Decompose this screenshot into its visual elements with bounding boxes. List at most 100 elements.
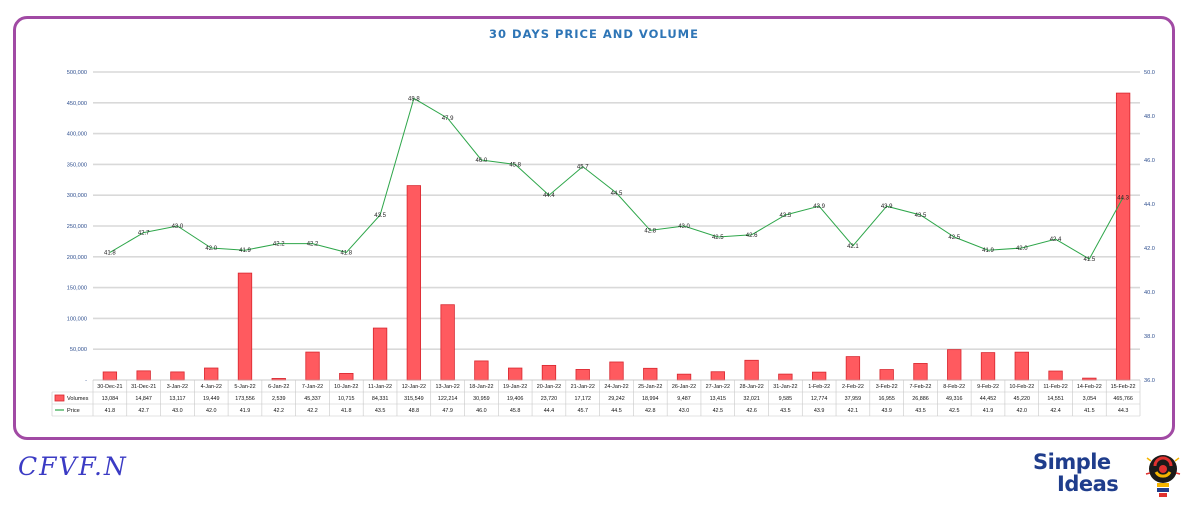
category-label: 5-Jan-22 <box>234 384 255 390</box>
price-data-label: 41.9 <box>239 248 251 254</box>
volume-table-cell: 37,959 <box>845 396 862 402</box>
left-tick-label: 100,000 <box>67 316 87 322</box>
volume-table-cell: 19,406 <box>507 396 524 402</box>
category-label: 14-Feb-22 <box>1077 384 1102 390</box>
volume-bar <box>643 367 658 381</box>
price-table-cell: 43.9 <box>881 408 892 414</box>
price-data-label: 42.5 <box>712 235 724 241</box>
price-data-label: 42.7 <box>138 231 150 237</box>
price-data-label: 45.8 <box>509 162 521 168</box>
volume-table-cell: 16,955 <box>878 396 895 402</box>
right-tick-label: 46.0 <box>1144 158 1155 164</box>
price-table-cell: 43.5 <box>375 408 386 414</box>
data-table: 30-Dec-21 13,084 41.8 31-Dec-21 14,847 42.7 3-… <box>51 379 1141 417</box>
left-axis: - 50,000 100,000 150,000 200,000 250,000 300,0… <box>67 70 87 384</box>
volume-table-cell: 49,316 <box>946 396 963 402</box>
price-table-cell: 42.8 <box>645 408 656 414</box>
category-label: 26-Jan-22 <box>672 384 696 390</box>
category-label: 28-Jan-22 <box>739 384 763 390</box>
volume-bar <box>170 371 185 381</box>
volume-table-cell: 45,337 <box>304 396 321 402</box>
category-label: 9-Feb-22 <box>977 384 999 390</box>
category-label: 11-Jan-22 <box>368 384 392 390</box>
left-tick-label: 150,000 <box>67 286 87 292</box>
chart-title: 30 DAYS PRICE AND VOLUME <box>489 27 699 41</box>
volume-bar <box>1048 370 1063 381</box>
category-label: 2-Feb-22 <box>842 384 864 390</box>
volume-bar <box>541 364 557 381</box>
price-data-label: 48.8 <box>408 96 420 102</box>
price-table-cell: 41.9 <box>983 408 994 414</box>
volume-table-cell: 17,172 <box>574 396 591 402</box>
price-table-cell: 42.5 <box>949 408 960 414</box>
price-data-label: 45.7 <box>577 165 589 171</box>
volume-bar <box>102 371 118 381</box>
price-data-label: 41.8 <box>104 250 116 256</box>
volume-table-cell: 465,766 <box>1113 396 1133 402</box>
category-label: 1-Feb-22 <box>808 384 830 390</box>
right-tick-label: 48.0 <box>1144 114 1155 120</box>
category-label: 4-Jan-22 <box>201 384 222 390</box>
volume-bar <box>305 351 320 381</box>
price-data-label: 41.9 <box>982 248 994 254</box>
volume-table-cell: 18,994 <box>642 396 659 402</box>
volume-table-cell: 122,214 <box>438 396 458 402</box>
left-tick-label: 300,000 <box>67 193 87 199</box>
price-table-cell: 42.2 <box>307 408 318 414</box>
price-table-cell: 43.0 <box>679 408 690 414</box>
volume-bar <box>1115 92 1131 381</box>
price-table-cell: 42.1 <box>848 408 859 414</box>
category-label: 20-Jan-22 <box>537 384 561 390</box>
price-table-cell: 44.5 <box>611 408 622 414</box>
price-line <box>109 97 1124 260</box>
category-label: 7-Feb-22 <box>910 384 932 390</box>
price-labels: 41.8 42.7 43.0 42.0 41.9 42.2 42.2 41.8 43.5 48.8… <box>104 96 1130 263</box>
price-data-label: 42.0 <box>205 246 217 252</box>
right-axis: 36.0 38.0 40.0 42.0 44.0 46.0 48.0 50.0 <box>1144 70 1155 384</box>
price-table-cell: 41.8 <box>105 408 116 414</box>
volume-table-cell: 13,084 <box>102 396 119 402</box>
volume-bar <box>440 304 455 381</box>
price-table-cell: 43.5 <box>780 408 791 414</box>
volume-table-cell: 14,847 <box>135 396 152 402</box>
price-data-label: 47.9 <box>442 116 454 122</box>
price-data-label: 43.5 <box>374 213 386 219</box>
category-label: 18-Jan-22 <box>469 384 493 390</box>
volume-table-cell: 84,331 <box>372 396 389 402</box>
volume-bar <box>237 272 253 381</box>
price-table-cell: 42.0 <box>1017 408 1027 414</box>
volume-table-cell: 173,556 <box>235 396 255 402</box>
price-data-label: 46.0 <box>476 158 488 164</box>
price-table-cell: 42.2 <box>274 408 285 414</box>
ticker-brand: CFVF.N <box>18 452 128 481</box>
price-data-label: 44.5 <box>611 191 623 197</box>
price-data-label: 42.5 <box>948 235 960 241</box>
lightbulb-icon <box>1145 455 1181 497</box>
left-tick-label: 350,000 <box>67 162 87 168</box>
price-table-cell: 41.9 <box>240 408 251 414</box>
price-data-label: 42.0 <box>1016 246 1028 252</box>
category-label: 21-Jan-22 <box>571 384 595 390</box>
price-data-label: 41.5 <box>1083 257 1095 263</box>
price-data-label: 42.1 <box>847 244 859 250</box>
volume-table-cell: 44,452 <box>980 396 997 402</box>
category-label: 7-Jan-22 <box>302 384 323 390</box>
price-table-cell: 44.3 <box>1118 408 1129 414</box>
volume-table-cell: 9,487 <box>677 396 691 402</box>
volume-table-cell: 3,054 <box>1083 396 1097 402</box>
category-label: 27-Jan-22 <box>706 384 730 390</box>
volume-table-cell: 30,959 <box>473 396 490 402</box>
right-tick-label: 38.0 <box>1144 334 1155 340</box>
volume-bars <box>102 92 1131 381</box>
volume-bar <box>575 369 590 381</box>
right-tick-label: 42.0 <box>1144 246 1155 252</box>
price-data-label: 42.2 <box>307 242 319 248</box>
left-tick-label: 50,000 <box>70 347 87 353</box>
price-table-cell: 43.5 <box>915 408 926 414</box>
volume-bar <box>913 363 928 381</box>
volume-table-cell: 315,549 <box>404 396 424 402</box>
category-label: 25-Jan-22 <box>638 384 662 390</box>
legend-price-label: Price <box>67 408 80 414</box>
volume-bar <box>1014 351 1029 381</box>
category-label: 10-Feb-22 <box>1009 384 1034 390</box>
